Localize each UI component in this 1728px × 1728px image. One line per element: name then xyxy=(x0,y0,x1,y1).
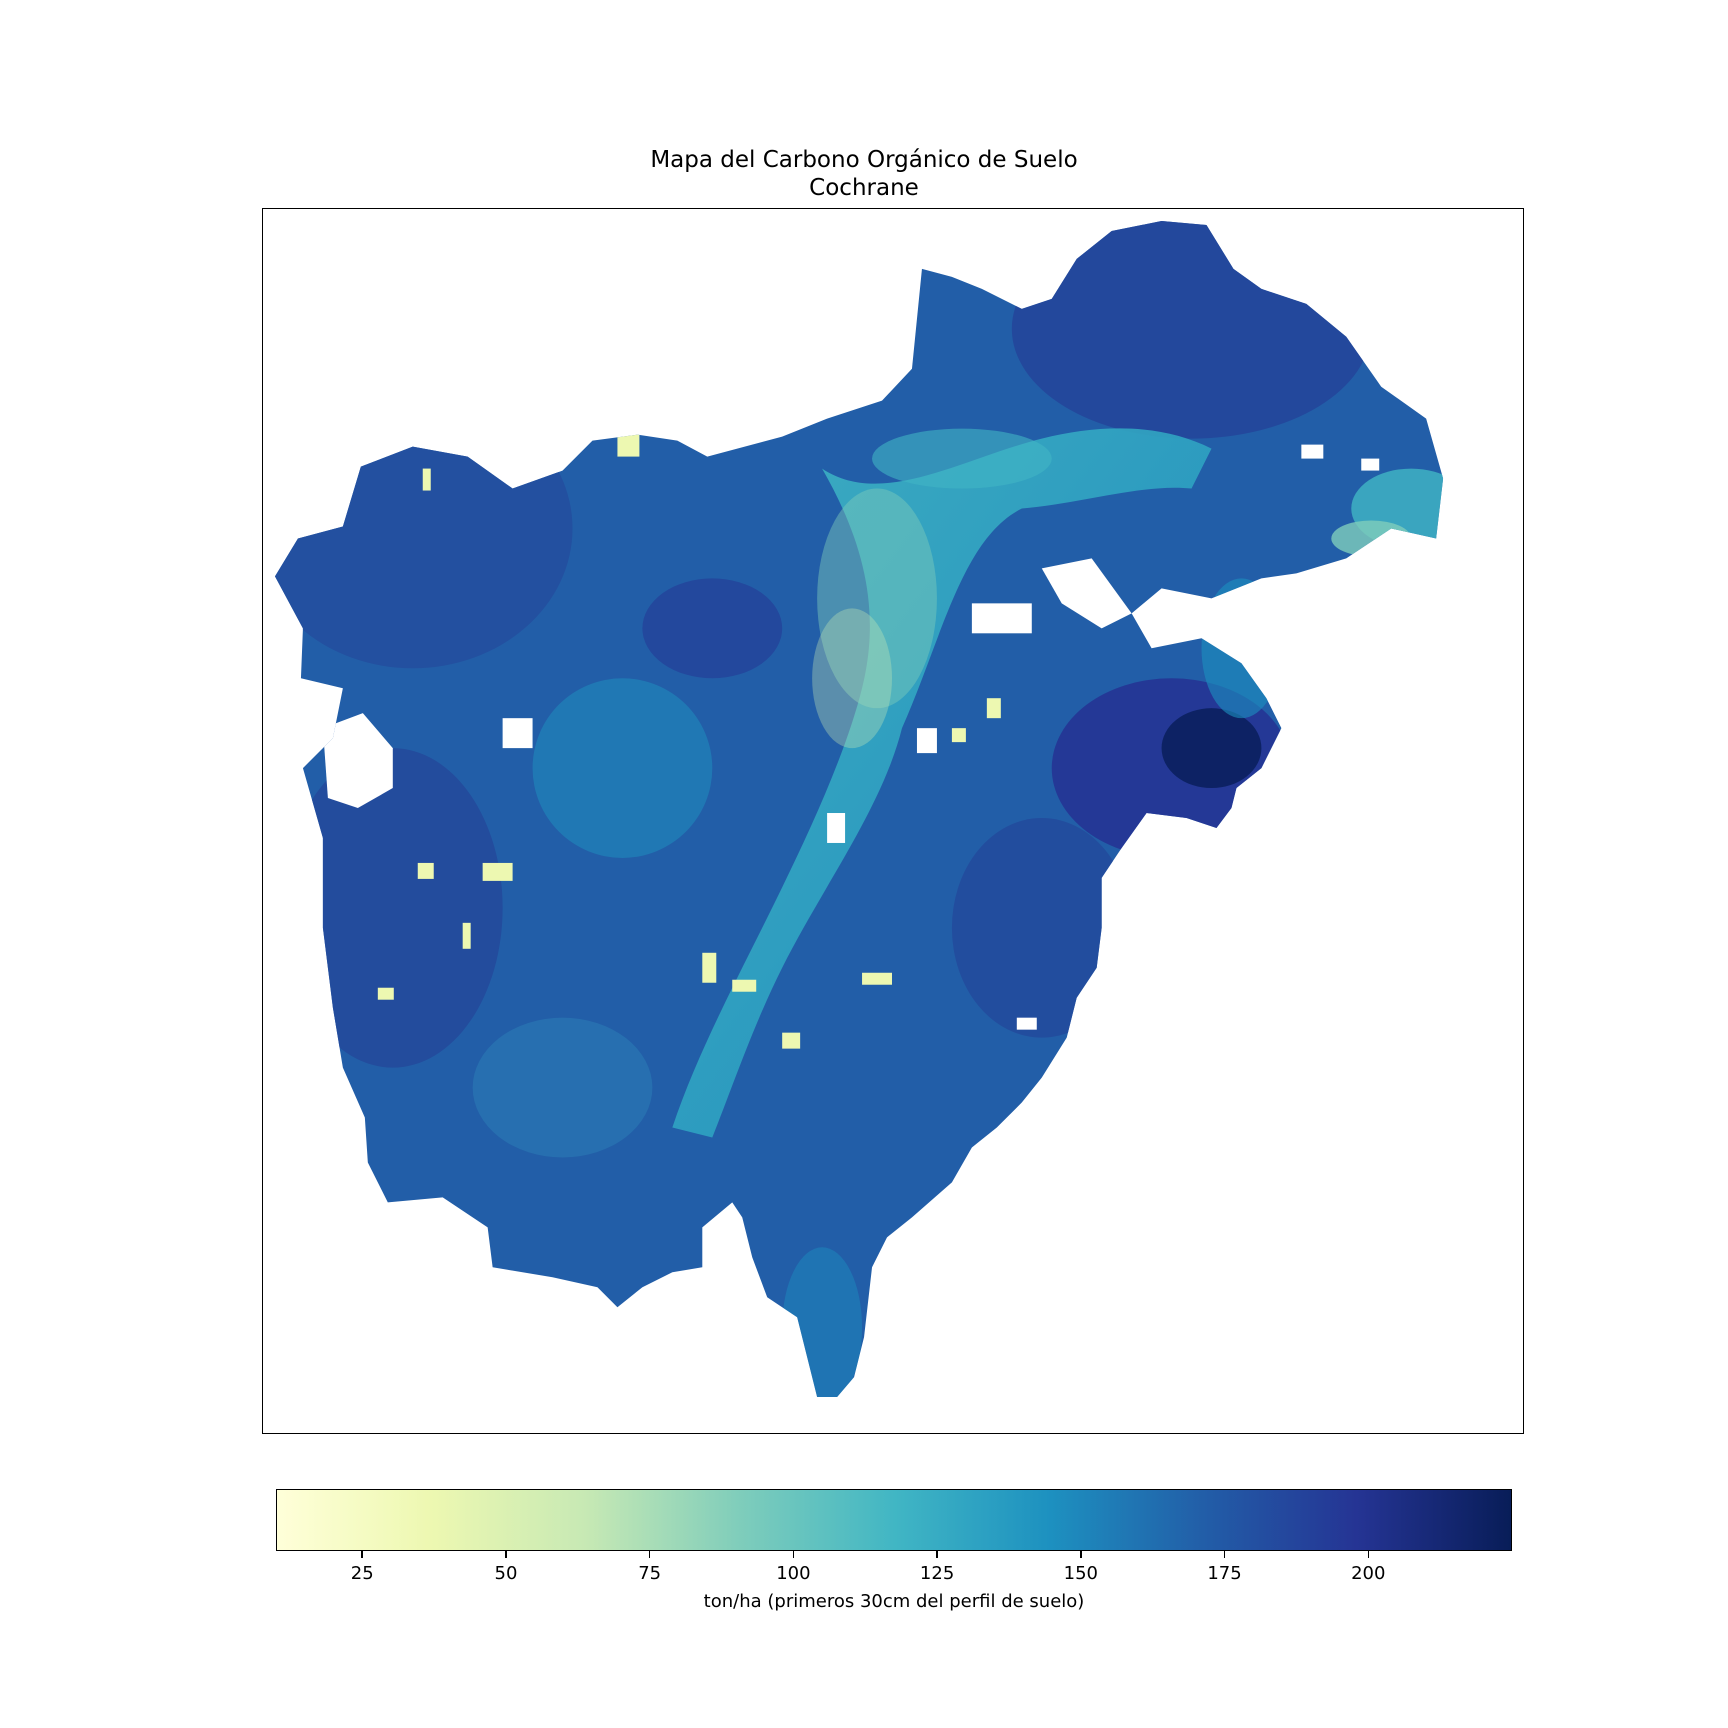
colorbar-tick-mark xyxy=(1223,1551,1226,1558)
map-axes xyxy=(262,208,1524,1434)
map-subtitle: Cochrane xyxy=(809,175,919,201)
colorbar-tick-label: 100 xyxy=(776,1563,811,1584)
colorbar-tick-label: 150 xyxy=(1063,1563,1098,1584)
soil-carbon-raster xyxy=(274,220,1444,1398)
colorbar-tick-label: 50 xyxy=(494,1563,518,1584)
colorbar-tick-label: 200 xyxy=(1351,1563,1386,1584)
colorbar-tick-mark xyxy=(1080,1551,1082,1558)
map-title: Mapa del Carbono Orgánico de Suelo xyxy=(650,147,1078,173)
colorbar-tick-label: 75 xyxy=(638,1563,662,1584)
colorbar-tick-mark xyxy=(792,1551,795,1558)
colorbar-tick-mark xyxy=(361,1551,363,1558)
colorbar-tick-mark xyxy=(505,1551,507,1558)
colorbar-tick-mark xyxy=(648,1551,651,1558)
colorbar-tick-label: 25 xyxy=(350,1563,374,1584)
colorbar-tick-label: 125 xyxy=(919,1563,955,1584)
colorbar xyxy=(276,1489,1512,1551)
colorbar-label: ton/ha (primeros 30cm del perfil de suel… xyxy=(703,1591,1085,1612)
raster-cells xyxy=(274,220,1444,1398)
colorbar-tick-mark xyxy=(1367,1551,1370,1558)
colorbar-tick-label: 175 xyxy=(1207,1563,1242,1584)
colorbar-tick-mark xyxy=(936,1551,938,1558)
